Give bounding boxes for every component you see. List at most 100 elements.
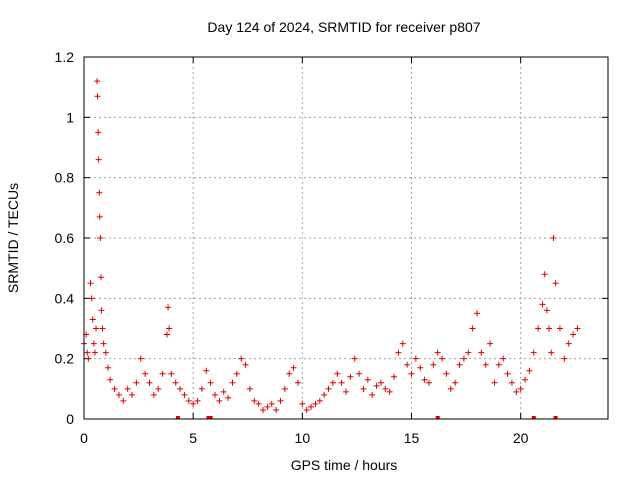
x-tick-label: 0	[80, 430, 88, 446]
data-point	[181, 391, 188, 398]
data-point	[513, 388, 520, 395]
x-tick-label: 20	[513, 430, 529, 446]
data-point	[303, 406, 310, 413]
data-point	[482, 361, 489, 368]
data-point	[373, 382, 380, 389]
data-point	[129, 391, 136, 398]
x-tick-label: 5	[189, 430, 197, 446]
data-point	[93, 325, 100, 332]
data-point	[565, 340, 572, 347]
x-tick-label: 10	[295, 430, 311, 446]
gap-marker	[435, 416, 440, 419]
data-point	[94, 78, 101, 85]
data-point	[530, 349, 537, 356]
data-point	[111, 385, 118, 392]
data-point	[155, 385, 162, 392]
data-point	[556, 325, 563, 332]
data-point	[535, 325, 542, 332]
data-point	[548, 349, 555, 356]
data-point	[229, 379, 236, 386]
y-tick-label: 0.4	[55, 290, 75, 306]
data-point	[277, 397, 284, 404]
data-point	[550, 235, 557, 241]
data-point	[246, 385, 253, 392]
data-point	[491, 379, 498, 386]
data-point	[495, 361, 502, 368]
data-point	[95, 156, 102, 163]
data-point	[543, 307, 550, 314]
data-point	[338, 379, 345, 386]
data-point	[90, 340, 97, 347]
data-point	[165, 304, 172, 311]
data-point	[526, 367, 533, 374]
data-point	[105, 364, 112, 371]
data-point	[447, 385, 454, 392]
data-point	[408, 370, 415, 377]
data-point	[137, 355, 144, 362]
data-point	[216, 397, 223, 404]
data-point	[360, 385, 367, 392]
data-point	[97, 235, 104, 241]
data-point	[404, 361, 411, 368]
data-point	[487, 340, 494, 347]
data-point	[163, 331, 170, 338]
data-point	[159, 370, 166, 377]
data-point	[465, 349, 472, 356]
data-point	[185, 397, 192, 404]
data-point	[351, 355, 358, 362]
data-point	[434, 349, 441, 356]
x-tick-label: 15	[404, 430, 420, 446]
data-point	[146, 379, 153, 386]
data-point	[281, 385, 288, 392]
gap-marker	[175, 416, 180, 419]
data-point	[94, 93, 101, 100]
data-point	[478, 349, 485, 356]
data-point	[386, 388, 393, 395]
data-point	[238, 355, 245, 362]
data-point	[207, 379, 214, 386]
data-point	[98, 307, 105, 314]
data-point	[417, 364, 424, 371]
gap-marker	[206, 416, 211, 419]
data-point	[100, 340, 107, 347]
data-point	[425, 379, 432, 386]
data-point	[203, 367, 210, 374]
data-point	[102, 349, 109, 356]
data-point	[268, 400, 275, 407]
data-point	[561, 355, 568, 362]
data-point	[264, 403, 271, 410]
data-point	[316, 397, 323, 404]
data-point	[325, 385, 332, 392]
data-point	[500, 355, 507, 362]
y-tick-label: 1	[66, 109, 74, 125]
data-point	[299, 400, 306, 407]
data-point	[107, 376, 114, 383]
data-point	[84, 349, 91, 356]
data-point	[412, 355, 419, 362]
data-point	[312, 400, 319, 407]
y-tick-label: 1.2	[55, 49, 75, 65]
gap-marker	[208, 416, 213, 419]
data-point	[469, 325, 476, 332]
data-point	[273, 406, 280, 413]
data-point	[474, 310, 480, 317]
data-point	[251, 397, 258, 404]
data-point	[347, 373, 354, 380]
data-point	[508, 379, 515, 386]
data-point	[439, 355, 446, 362]
data-point	[150, 391, 157, 398]
data-point	[286, 370, 293, 377]
data-point	[343, 388, 349, 395]
data-point	[443, 370, 450, 377]
data-point	[220, 388, 227, 395]
data-point	[517, 385, 524, 392]
y-tick-label: 0.8	[55, 170, 75, 186]
data-point	[87, 280, 94, 287]
data-point	[95, 129, 102, 136]
data-point	[430, 361, 437, 368]
data-point	[329, 379, 336, 386]
data-point	[168, 370, 175, 377]
data-point	[452, 379, 459, 386]
data-point	[546, 325, 553, 332]
